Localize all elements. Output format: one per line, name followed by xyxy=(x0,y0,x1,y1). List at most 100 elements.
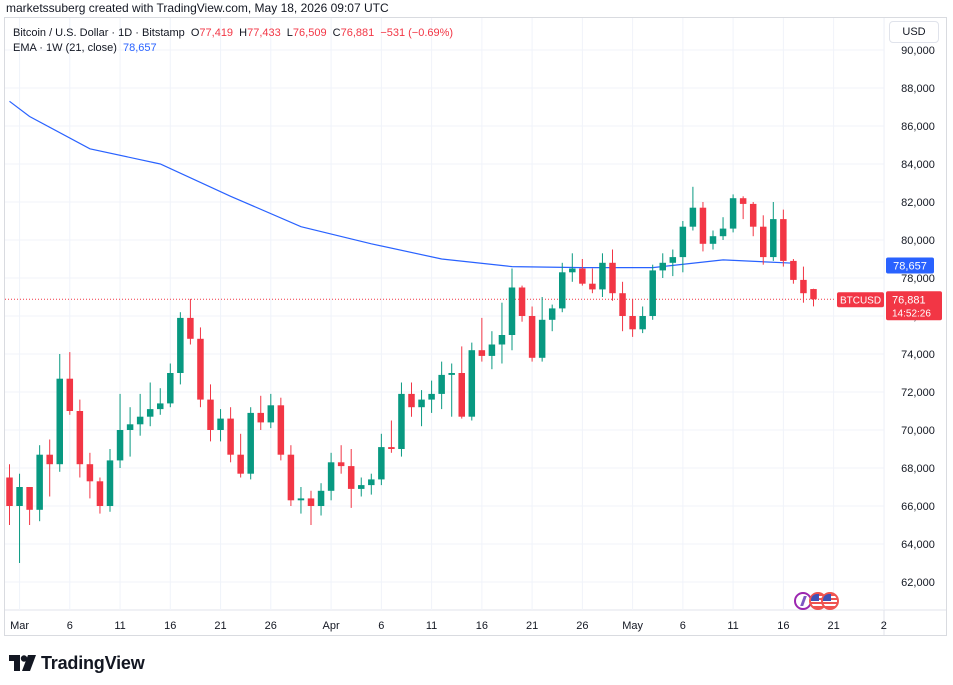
candle-down[interactable] xyxy=(86,452,94,499)
candle-up[interactable] xyxy=(569,253,576,282)
candle-down[interactable] xyxy=(197,327,204,408)
candle-down[interactable] xyxy=(780,209,787,267)
candle-body xyxy=(609,262,616,294)
candle-up[interactable] xyxy=(438,361,445,410)
candle-down[interactable] xyxy=(277,397,285,461)
chart-frame[interactable] xyxy=(4,17,947,636)
candle-down[interactable] xyxy=(227,407,234,463)
candle-up[interactable] xyxy=(669,249,677,277)
candle-up[interactable] xyxy=(559,262,566,313)
candle-down[interactable] xyxy=(458,346,466,419)
candle-up[interactable] xyxy=(428,380,435,413)
candle-body xyxy=(257,412,264,423)
candle-down[interactable] xyxy=(629,298,636,337)
candle-body xyxy=(619,293,626,316)
candle-down[interactable] xyxy=(46,439,53,497)
candle-up[interactable] xyxy=(548,304,556,332)
candle-down[interactable] xyxy=(609,249,616,301)
candle-down[interactable] xyxy=(739,196,747,220)
candle-down[interactable] xyxy=(337,445,345,474)
candle-down[interactable] xyxy=(790,259,797,284)
candle-down[interactable] xyxy=(96,477,104,514)
candle-down[interactable] xyxy=(6,464,13,525)
candle-down[interactable] xyxy=(478,317,486,362)
candle-down[interactable] xyxy=(307,490,315,525)
candle-down[interactable] xyxy=(699,202,707,252)
time-tick-label: 6 xyxy=(67,620,73,632)
candle-down[interactable] xyxy=(579,259,586,286)
candle-up[interactable] xyxy=(689,186,697,231)
candle-down[interactable] xyxy=(760,215,767,265)
candle-up[interactable] xyxy=(729,194,737,233)
candle-up[interactable] xyxy=(418,390,425,427)
candle-down[interactable] xyxy=(388,420,395,453)
candle-up[interactable] xyxy=(508,268,516,351)
chart-canvas[interactable]: 62,000 64,000 66,000 68,000 70,000 72,000 74,0… xyxy=(0,0,953,640)
candle-up[interactable] xyxy=(599,253,606,297)
candle-body xyxy=(347,466,355,489)
price-tick-label: 84,000 xyxy=(901,159,935,171)
candle-up[interactable] xyxy=(448,363,455,417)
candle-down[interactable] xyxy=(26,487,33,525)
candle-up[interactable] xyxy=(106,449,114,512)
candle-up[interactable] xyxy=(126,407,134,457)
candle-up[interactable] xyxy=(398,382,405,457)
candle-body xyxy=(679,226,687,258)
candle-up[interactable] xyxy=(709,230,717,250)
candle-up[interactable] xyxy=(16,473,23,563)
candle-up[interactable] xyxy=(468,342,476,421)
candle-down[interactable] xyxy=(800,266,807,303)
candle-down[interactable] xyxy=(749,202,757,237)
candle-up[interactable] xyxy=(498,302,506,364)
candle-up[interactable] xyxy=(488,331,496,370)
candle-down[interactable] xyxy=(810,288,817,307)
candle-up[interactable] xyxy=(157,388,164,415)
candle-down[interactable] xyxy=(528,306,536,362)
currency-button[interactable]: USD xyxy=(889,21,939,43)
candle-up[interactable] xyxy=(378,433,385,486)
candle-down[interactable] xyxy=(237,433,244,478)
candle-up[interactable] xyxy=(649,264,656,320)
us-flag-icon[interactable] xyxy=(821,592,839,610)
candle-up[interactable] xyxy=(56,354,64,472)
candle-up[interactable] xyxy=(538,297,546,362)
candle-up[interactable] xyxy=(167,363,174,408)
candle-down[interactable] xyxy=(257,395,265,430)
candle-up[interactable] xyxy=(136,393,144,436)
candle-up[interactable] xyxy=(177,312,184,385)
candle-up[interactable] xyxy=(317,483,325,516)
candle-down[interactable] xyxy=(518,285,526,322)
ema-price-tag[interactable] xyxy=(886,257,934,274)
candle-up[interactable] xyxy=(267,393,275,429)
candle-up[interactable] xyxy=(327,452,335,501)
candle-up[interactable] xyxy=(36,445,43,522)
candle-down[interactable] xyxy=(408,382,415,417)
candle-up[interactable] xyxy=(146,382,154,427)
candle-down[interactable] xyxy=(287,445,295,506)
candle-up[interactable] xyxy=(368,473,375,495)
candle-up[interactable] xyxy=(770,202,777,261)
tradingview-logo[interactable]: TradingView xyxy=(9,653,145,673)
candle-up[interactable] xyxy=(639,306,646,334)
candle-body xyxy=(16,487,23,506)
candle-down[interactable] xyxy=(187,298,194,345)
candle-down[interactable] xyxy=(347,449,355,508)
symbol-tag[interactable] xyxy=(837,292,884,308)
candle-down[interactable] xyxy=(589,268,596,294)
candle-up[interactable] xyxy=(719,217,727,240)
candle-body xyxy=(760,226,767,258)
candle-down[interactable] xyxy=(207,384,214,442)
candle-down[interactable] xyxy=(619,281,626,332)
candle-down[interactable] xyxy=(66,352,74,415)
legend-symbol[interactable]: Bitcoin / U.S. Dollar · 1D · Bitstamp xyxy=(13,27,185,39)
candle-up[interactable] xyxy=(659,253,667,278)
candle-up[interactable] xyxy=(358,477,365,497)
candle-up[interactable] xyxy=(297,487,305,514)
last-price-tag[interactable] xyxy=(886,291,942,321)
candle-up[interactable] xyxy=(217,409,224,442)
candle-up[interactable] xyxy=(679,221,687,273)
candle-down[interactable] xyxy=(76,399,84,478)
candle-up[interactable] xyxy=(116,393,124,468)
candle-up[interactable] xyxy=(247,407,254,480)
legend-ema-row[interactable]: EMA · 1W (21, close) 78,657 xyxy=(13,41,453,56)
